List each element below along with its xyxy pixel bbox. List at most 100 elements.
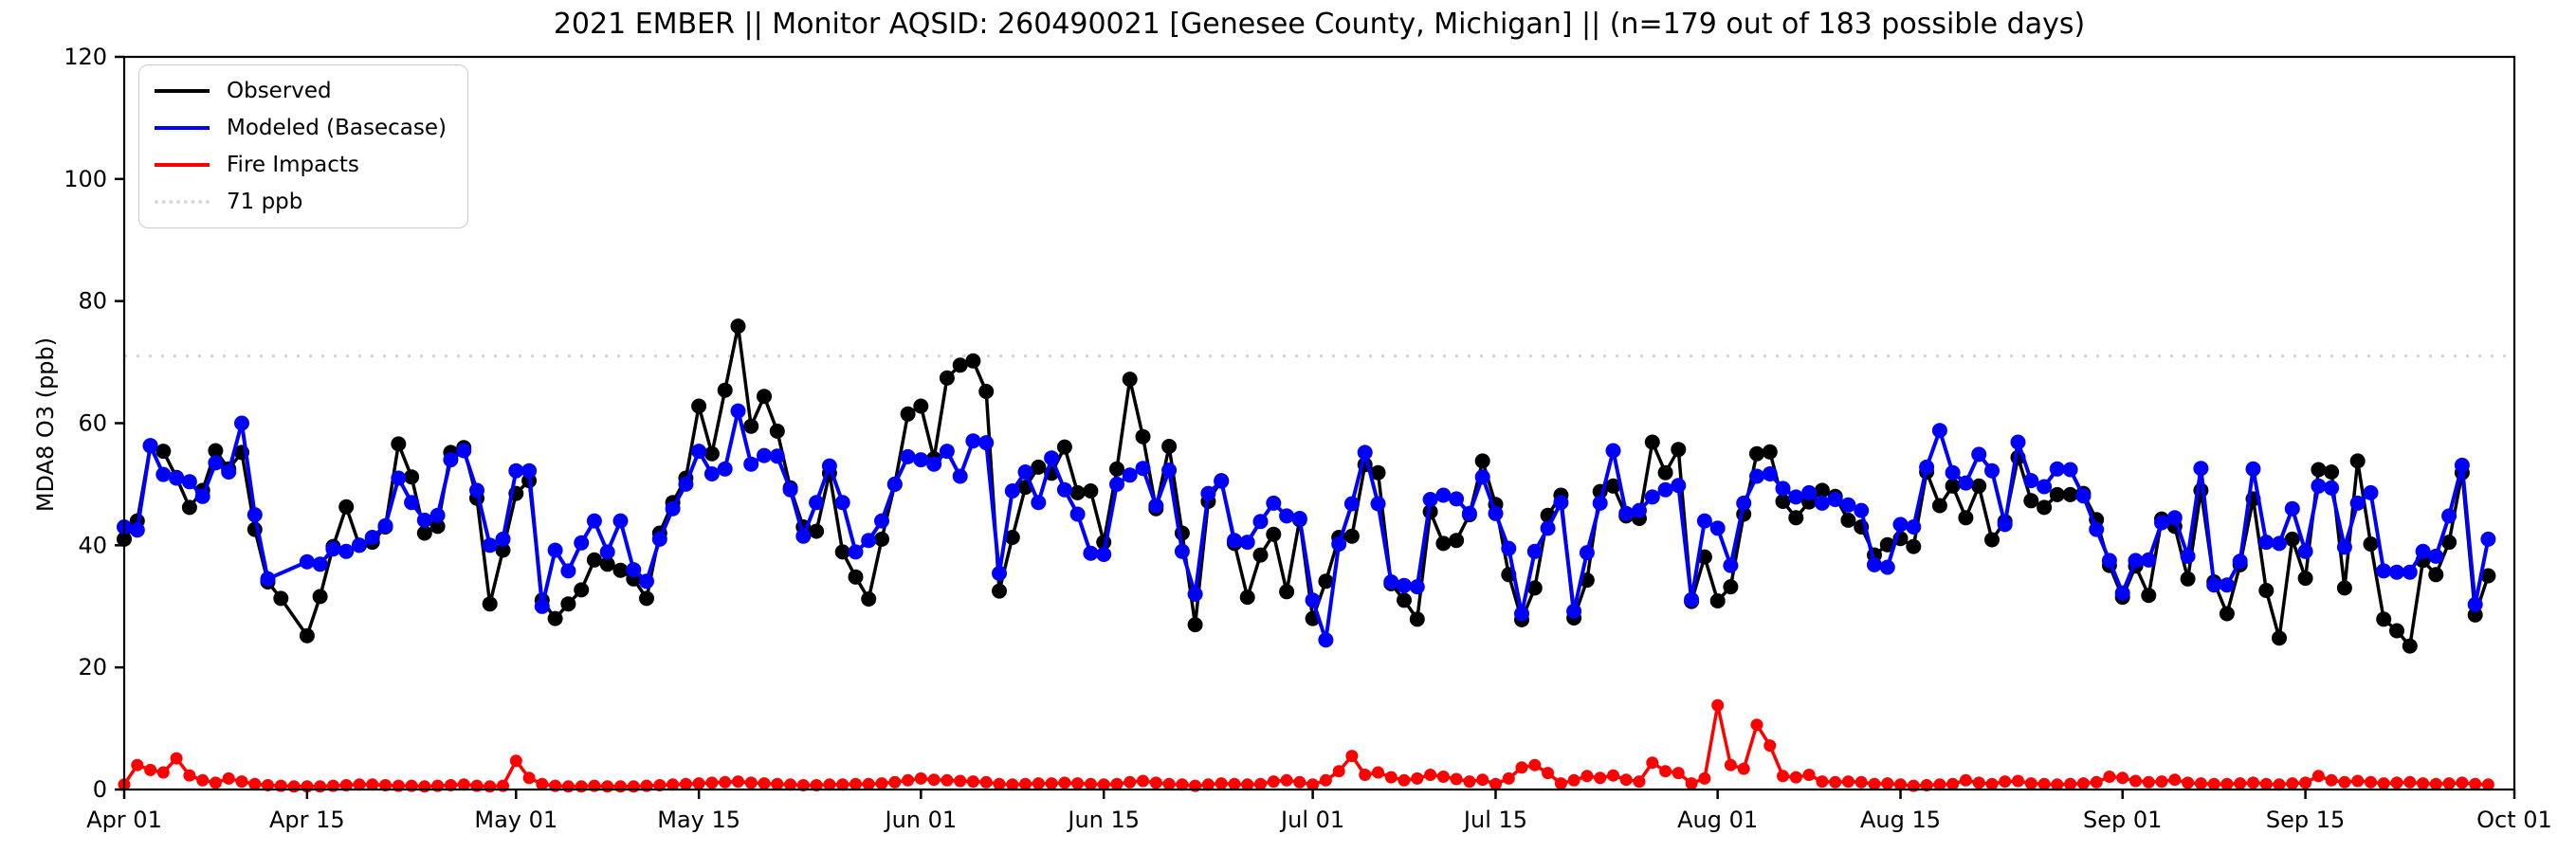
observed-marker (1749, 445, 1764, 462)
fire-impacts-marker (1972, 776, 1985, 789)
modeled-basecase--marker (1305, 592, 1321, 608)
modeled-basecase--marker (900, 448, 916, 464)
modeled-basecase--marker (312, 556, 328, 572)
observed-marker (1906, 538, 1922, 554)
fire-impacts-marker (1306, 778, 1320, 791)
fire-impacts-marker (1829, 775, 1842, 789)
observed-marker (2272, 630, 2287, 646)
modeled-basecase--marker (547, 542, 563, 558)
fire-impacts-marker (601, 780, 614, 793)
modeled-basecase--marker (534, 598, 550, 614)
modeled-basecase--marker (181, 474, 197, 490)
fire-impacts-marker (862, 777, 875, 790)
fire-impacts-marker (444, 779, 457, 791)
modeled-basecase--marker (1461, 505, 1477, 521)
fire-impacts-marker (2182, 776, 2195, 789)
observed-marker (939, 370, 955, 386)
observed-marker (1984, 532, 2000, 548)
fire-impacts-marker (379, 779, 392, 791)
fire-impacts-marker (575, 780, 588, 793)
modeled-basecase--marker (2023, 473, 2039, 489)
legend-item-label: 71 ppb (227, 190, 303, 214)
modeled-basecase--marker (1083, 545, 1099, 561)
modeled-basecase--marker (1657, 481, 1673, 498)
modeled-basecase--marker (299, 554, 315, 570)
fire-impacts-marker (235, 775, 248, 789)
modeled-basecase--marker (1383, 574, 1399, 590)
fire-impacts-marker (2194, 777, 2207, 790)
observed-marker (1004, 530, 1020, 545)
observed-marker (2441, 535, 2457, 551)
observed-marker (2297, 571, 2313, 587)
fire-impacts-marker (2429, 777, 2442, 790)
modeled-basecase--marker (717, 461, 733, 477)
modeled-basecase--marker (1618, 505, 1635, 521)
fire-impacts-marker (1854, 775, 1868, 789)
observed-marker (181, 499, 197, 516)
fire-impacts-marker (509, 754, 522, 768)
modeled-basecase--marker (874, 513, 889, 529)
modeled-basecase--marker (886, 476, 903, 492)
modeled-basecase--marker (1605, 443, 1621, 459)
legend-line-swatch (155, 163, 210, 167)
fire-impacts-marker (979, 775, 993, 789)
observed-marker (1931, 498, 1947, 514)
observed-marker (703, 445, 720, 462)
modeled-basecase--marker (208, 455, 224, 471)
fire-impacts-marker (2247, 776, 2259, 789)
modeled-basecase--marker (965, 433, 981, 449)
modeled-basecase--marker (129, 522, 145, 538)
modeled-basecase--marker (1397, 577, 1412, 593)
fire-impacts-marker (561, 780, 575, 793)
modeled-basecase--marker (338, 543, 355, 559)
fire-impacts-marker (1006, 778, 1019, 791)
fire-impacts-marker (1763, 739, 1777, 753)
modeled-basecase--marker (2284, 500, 2300, 517)
modeled-basecase--marker (2363, 484, 2379, 500)
observed-marker (1343, 528, 1360, 544)
observed-marker (1252, 547, 1269, 563)
fire-impacts-marker (1058, 776, 1071, 789)
fire-impacts-marker (1868, 777, 1881, 790)
fire-impacts-marker (1594, 771, 1607, 785)
fire-impacts-marker (1019, 777, 1032, 790)
modeled-basecase--marker (1958, 475, 1974, 491)
y-tick-label: 120 (64, 44, 107, 70)
fire-impacts-marker (941, 773, 954, 787)
observed-marker (312, 589, 328, 605)
modeled-basecase--marker (1148, 498, 1164, 514)
fire-impacts-marker (314, 780, 327, 793)
modeled-basecase--marker (861, 533, 877, 549)
fire-impacts-marker (1411, 771, 1424, 785)
observed-marker (547, 610, 563, 626)
observed-marker (2363, 536, 2379, 552)
modeled-basecase--marker (377, 517, 393, 534)
fire-impacts-marker (131, 758, 144, 771)
fire-impacts-marker (1724, 758, 1737, 771)
observed-marker (1161, 439, 1178, 454)
fire-impacts-marker (1580, 770, 1594, 783)
modeled-basecase--marker (443, 452, 459, 468)
modeled-basecase--marker (2258, 535, 2275, 551)
modeled-basecase--marker (169, 470, 185, 486)
modeled-basecase--marker (1044, 450, 1060, 466)
modeled-basecase--marker (703, 466, 720, 481)
modeled-basecase--marker (1684, 591, 1700, 608)
fire-impacts-marker (692, 777, 705, 790)
fire-impacts-marker (1436, 771, 1450, 783)
observed-marker (391, 436, 407, 452)
legend-item: 71 ppb (155, 188, 447, 216)
observed-marker (1840, 512, 1856, 528)
fire-impacts-marker (810, 779, 823, 791)
observed-marker (2258, 583, 2275, 598)
modeled-basecase--marker (2180, 548, 2196, 564)
observed-marker (1723, 579, 1739, 595)
modeled-basecase--marker (795, 528, 812, 544)
modeled-basecase--marker (2245, 461, 2261, 477)
fire-impacts-marker (1841, 775, 1854, 789)
modeled-basecase--marker (416, 512, 432, 528)
legend-line-swatch (155, 200, 210, 204)
fire-impacts-marker (170, 752, 183, 765)
observed-marker (1657, 464, 1673, 481)
